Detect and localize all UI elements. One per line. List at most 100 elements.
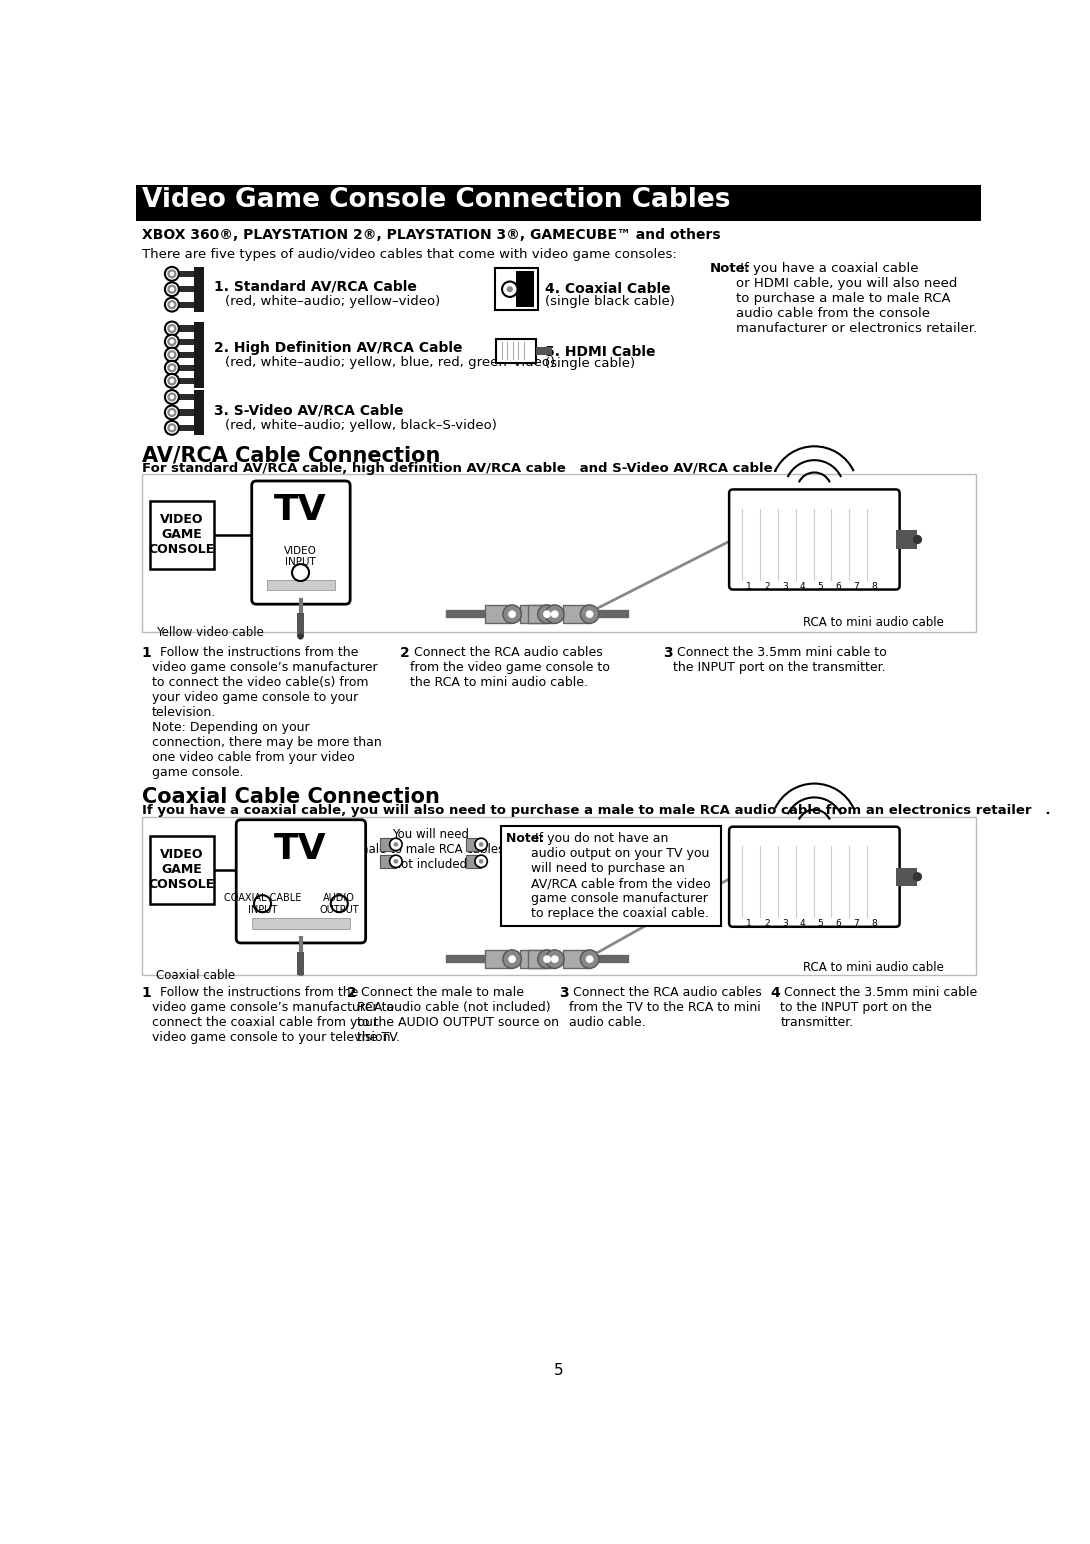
Circle shape (170, 366, 174, 371)
Circle shape (292, 564, 310, 581)
Text: 7: 7 (853, 919, 859, 928)
Circle shape (170, 287, 174, 292)
Circle shape (390, 838, 402, 851)
Bar (172, 378, 194, 384)
Bar (896, 530, 918, 548)
Bar (194, 267, 205, 312)
Circle shape (585, 956, 593, 963)
Text: Follow the instructions from the
video game console’s manufacturer
to connect th: Follow the instructions from the video g… (152, 645, 382, 778)
Text: Yellow video cable: Yellow video cable (156, 625, 264, 639)
Circle shape (543, 956, 550, 963)
Bar (150, 500, 214, 568)
Text: Connect the 3.5mm mini cable to
the INPUT port on the transmitter.: Connect the 3.5mm mini cable to the INPU… (674, 645, 887, 673)
Text: 6: 6 (835, 582, 841, 591)
Bar (520, 605, 547, 624)
Circle shape (537, 950, 556, 968)
Text: 8: 8 (871, 582, 876, 591)
Bar (298, 613, 304, 636)
Bar (516, 270, 534, 307)
Bar (528, 605, 555, 624)
Text: 4: 4 (800, 582, 806, 591)
Text: 5: 5 (554, 1363, 564, 1379)
Bar (298, 953, 304, 976)
Text: VIDEO
GAME
CONSOLE: VIDEO GAME CONSOLE (149, 848, 215, 891)
Circle shape (165, 335, 179, 349)
Text: VIDEO
GAME
CONSOLE: VIDEO GAME CONSOLE (149, 513, 215, 556)
Text: If you do not have an
audio output on your TV you
will need to purchase an
AV/RC: If you do not have an audio output on yo… (531, 832, 711, 920)
Text: 4. Coaxial Cable: 4. Coaxial Cable (545, 281, 671, 295)
Circle shape (580, 605, 598, 624)
Bar (194, 391, 205, 435)
Text: There are five types of audio/video cables that come with video game consoles:: There are five types of audio/video cabl… (142, 249, 677, 261)
Circle shape (479, 858, 484, 863)
Circle shape (508, 610, 516, 618)
Bar (465, 838, 481, 851)
Text: COAXIAL CABLE
INPUT: COAXIAL CABLE INPUT (223, 892, 301, 914)
Circle shape (502, 281, 518, 296)
Bar (136, 218, 981, 221)
Circle shape (167, 350, 177, 360)
Circle shape (170, 395, 174, 400)
Circle shape (475, 838, 487, 851)
Text: 3. S-Video AV/RCA Cable: 3. S-Video AV/RCA Cable (214, 403, 403, 417)
Text: Note:: Note: (506, 832, 548, 845)
Circle shape (167, 284, 177, 293)
Circle shape (167, 377, 177, 386)
Text: (red, white–audio; yellow–video): (red, white–audio; yellow–video) (225, 295, 440, 309)
Text: 3: 3 (559, 987, 568, 1001)
Circle shape (585, 610, 593, 618)
Bar (172, 394, 194, 400)
Bar (252, 919, 350, 929)
Text: 1: 1 (747, 919, 752, 928)
Circle shape (507, 286, 513, 292)
Text: TV: TV (275, 832, 327, 866)
Text: 1: 1 (747, 582, 752, 591)
Circle shape (167, 300, 177, 309)
Text: 5: 5 (818, 919, 823, 928)
Bar (500, 826, 722, 926)
Text: (single cable): (single cable) (545, 357, 635, 371)
Circle shape (170, 340, 174, 344)
Text: 2: 2 (764, 582, 770, 591)
Text: Coaxial cable: Coaxial cable (156, 970, 234, 982)
Text: (red, white–audio; yellow, blue, red, green–video): (red, white–audio; yellow, blue, red, gr… (225, 357, 555, 369)
FancyBboxPatch shape (252, 482, 350, 604)
Bar (520, 950, 547, 968)
Circle shape (165, 422, 179, 435)
FancyBboxPatch shape (237, 820, 365, 943)
Bar (172, 352, 194, 358)
Text: For standard AV/RCA cable, high definition AV/RCA cable   and S-Video AV/RCA cab: For standard AV/RCA cable, high definiti… (142, 463, 777, 476)
Circle shape (170, 426, 174, 431)
Circle shape (165, 374, 179, 388)
Bar (142, 817, 976, 974)
Text: 2: 2 (764, 919, 770, 928)
Text: If you have a coaxial cable
or HDMI cable, you will also need
to purchase a male: If you have a coaxial cable or HDMI cabl… (736, 262, 978, 335)
Text: XBOX 360®, PLAYSTATION 2®, PLAYSTATION 3®, GAMECUBE™ and others: XBOX 360®, PLAYSTATION 2®, PLAYSTATION 3… (142, 227, 720, 241)
Text: Note:: Note: (710, 262, 751, 275)
Bar (485, 605, 512, 624)
Circle shape (390, 855, 402, 868)
Bar (267, 579, 335, 590)
Text: TV: TV (275, 493, 327, 527)
Bar (380, 855, 396, 868)
Text: Connect the male to male
RCA audio cable (not included)
to the AUDIO OUTPUT sour: Connect the male to male RCA audio cable… (358, 987, 559, 1044)
Circle shape (167, 423, 177, 432)
Circle shape (165, 267, 179, 281)
Circle shape (167, 408, 177, 417)
Circle shape (170, 352, 174, 357)
Text: 1: 1 (142, 987, 152, 1001)
Circle shape (167, 337, 177, 346)
Bar (380, 838, 396, 851)
Bar (496, 338, 536, 363)
Bar (172, 338, 194, 344)
Circle shape (475, 855, 487, 868)
Circle shape (165, 347, 179, 361)
Circle shape (545, 605, 564, 624)
Text: RCA to mini audio cable: RCA to mini audio cable (802, 616, 944, 630)
Circle shape (165, 283, 179, 296)
Text: 1: 1 (142, 645, 152, 659)
Circle shape (254, 896, 271, 913)
Bar (465, 855, 481, 868)
Circle shape (393, 858, 398, 863)
Circle shape (170, 272, 174, 276)
